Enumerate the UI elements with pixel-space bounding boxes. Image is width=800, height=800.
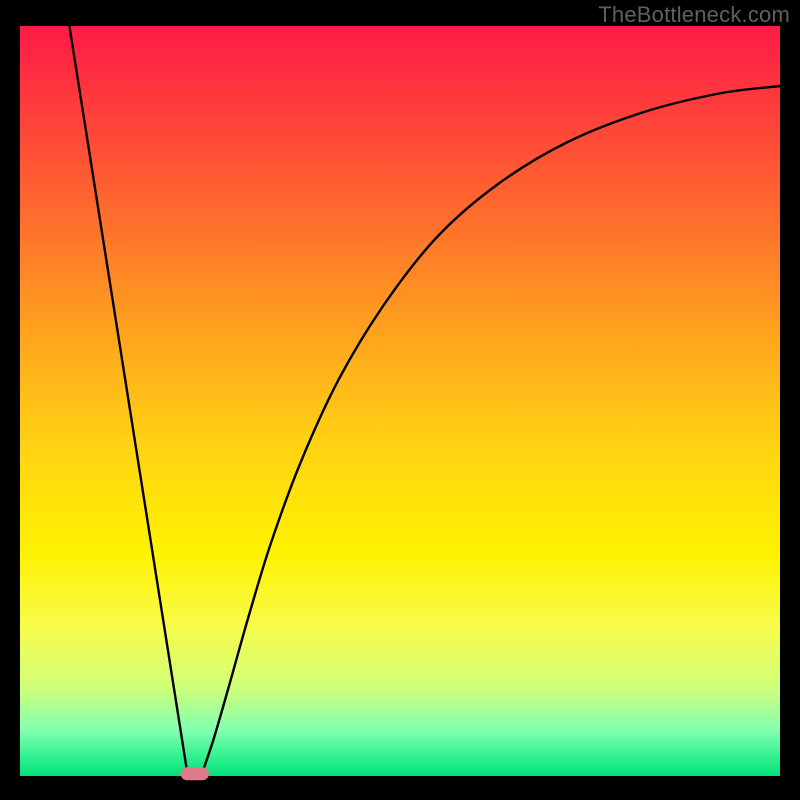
watermark-label: TheBottleneck.com (598, 2, 790, 28)
optimal-marker (181, 768, 208, 780)
bottleneck-chart-container: TheBottleneck.com (0, 0, 800, 800)
plot-background (20, 26, 780, 776)
frame-left (0, 0, 20, 800)
frame-bottom (0, 776, 800, 800)
frame-right (780, 0, 800, 800)
bottleneck-chart-svg (0, 0, 800, 800)
